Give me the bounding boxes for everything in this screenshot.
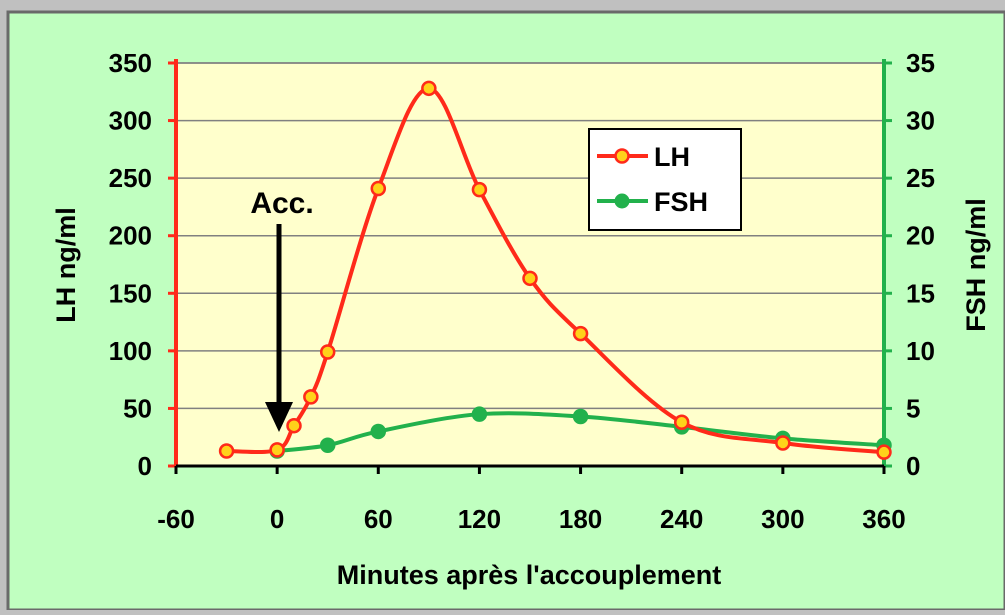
data-point-lh [673,414,690,430]
y-left-tick-label: 300 [109,106,152,136]
y-left-tick-label: 100 [109,336,152,366]
y-right-tick-label: 10 [906,336,935,366]
data-point-lh [370,180,387,197]
data-point-lh [421,80,437,97]
x-tick-label: -60 [157,504,195,534]
y-right-tick-label: 0 [906,451,920,481]
data-point-fsh [319,437,336,454]
y-axis-left-title: LH ng/ml [51,207,81,323]
data-point-fsh [471,406,488,422]
axes [168,59,892,474]
x-axis-title: Minutes après l'accouplement [337,560,722,590]
y-axis-right-title: FSH ng/ml [961,198,991,332]
data-point-lh [522,270,538,287]
x-tick-label: 300 [761,504,804,534]
x-tick-label: 180 [559,504,602,534]
y-left-tick-label: 50 [123,393,152,423]
y-right-tick-label: 25 [906,163,935,193]
data-point-lh [286,417,302,434]
data-point-lh [269,442,285,458]
legend: LH FSH [588,128,742,231]
y-right-tick-label: 35 [906,48,935,78]
data-point-lh [572,325,589,342]
legend-label-fsh: FSH [654,187,708,217]
series-layer [218,80,892,460]
x-tick-label: 0 [270,504,284,534]
y-left-tick-label: 250 [109,163,152,193]
y-right-tick-label: 20 [906,221,935,251]
x-tick-label: 120 [458,504,501,534]
data-point-lh [876,444,892,460]
x-tick-label: 360 [862,504,905,534]
legend-box [588,128,742,231]
y-right-tick-label: 15 [906,278,935,308]
x-tick-label: 60 [364,504,393,534]
gridlines [176,62,884,410]
y-left-tick-label: 200 [109,221,152,251]
y-left-tick-label: 150 [109,278,152,308]
acc-annotation: Acc. [250,187,314,432]
y-right-tick-label: 5 [906,393,920,423]
legend-label-lh: LH [654,142,690,172]
data-point-lh [319,344,336,360]
y-left-tick-label: 350 [109,48,152,78]
plot-area [175,62,885,467]
data-point-lh [303,389,319,405]
data-point-lh [775,435,791,451]
series-lh [218,80,892,460]
x-tick-label: 240 [660,504,703,534]
legend-marker-fsh [614,193,630,209]
acc-label: Acc. [250,187,313,220]
acc-arrow-head [265,402,293,432]
data-point-lh [471,181,488,198]
y-right-tick-label: 30 [906,106,935,136]
data-point-lh [218,443,235,459]
data-point-fsh [370,423,387,440]
y-left-tick-label: 0 [138,451,152,481]
legend-marker-lh [614,148,630,164]
data-point-fsh [572,408,589,425]
